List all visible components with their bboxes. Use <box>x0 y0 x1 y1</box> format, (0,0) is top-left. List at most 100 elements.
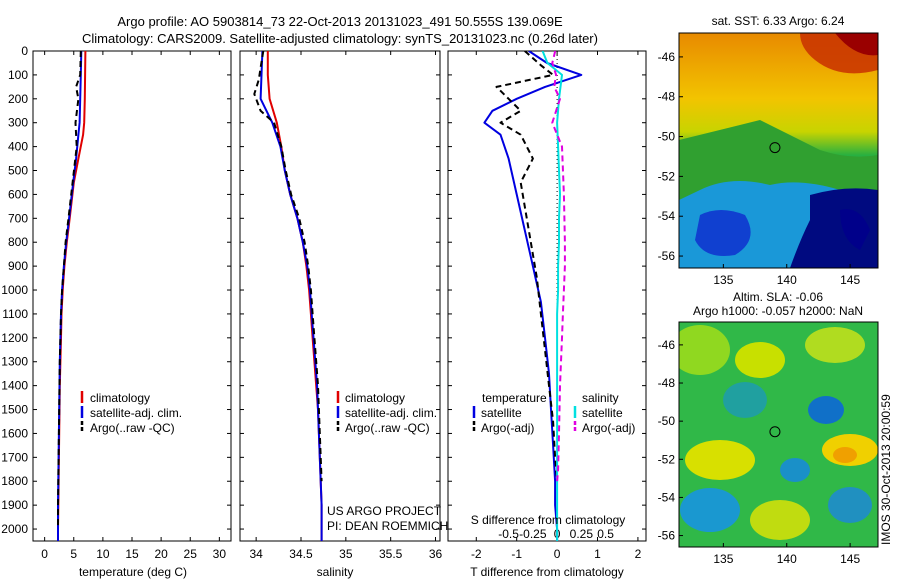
salinity-x-axis: 34 34.5 35 35.5 36 <box>249 51 443 561</box>
map-x-tick-label: 135 <box>713 273 733 287</box>
x2-tick-label: 0.5 <box>597 527 614 541</box>
legend-label-satellite: satellite-adj. clim. <box>90 406 182 420</box>
depth-tick-label: 800 <box>8 235 28 249</box>
depth-tick-label: 900 <box>8 259 28 273</box>
map-y-tick-label: -52 <box>658 169 676 183</box>
depth-tick-label: 500 <box>8 164 28 178</box>
x-tick-label: 5 <box>70 547 77 561</box>
map-x-tick-label: 135 <box>713 552 733 566</box>
legend-label-argo: Argo(..raw -QC) <box>90 421 175 435</box>
depth-tick-label: 200 <box>8 92 28 106</box>
x-tick-label: 30 <box>213 547 227 561</box>
map-y-tick-label: -56 <box>658 249 676 263</box>
depth-tick-label: 1000 <box>1 283 28 297</box>
depth-tick-label: 0 <box>21 44 28 58</box>
imos-stamp: IMOS 30-Oct-2013 20:00:59 <box>879 394 893 545</box>
salinity-axis-label: salinity <box>317 565 354 579</box>
temperature-series <box>57 51 87 541</box>
x-tick-label: -2 <box>471 547 482 561</box>
depth-tick-label: 1800 <box>1 474 28 488</box>
temperature-legend: climatology satellite-adj. clim. Argo(..… <box>80 391 182 435</box>
pi-label: PI: DEAN ROEMMICH <box>327 519 448 533</box>
t-difference-axis-label: T difference from climatology <box>470 565 624 579</box>
legend-label-climatology: climatology <box>90 391 150 405</box>
map-x-tick-label: 140 <box>777 273 797 287</box>
depth-axis: 0 100 200 300 400 500 600 700 800 900 1000 1100 1200… <box>1 44 646 536</box>
legend-label-satellite: satellite-adj. clim. <box>345 406 437 420</box>
s-difference-axis-label: S difference from climatology <box>471 513 626 527</box>
project-label: US ARGO PROJECT <box>327 504 442 518</box>
depth-tick-label: 700 <box>8 211 28 225</box>
series-line-argo-raw-qc- <box>57 51 82 529</box>
legend-label-s-satellite: satellite <box>582 406 623 420</box>
temperature-axis-label: temperature (deg C) <box>79 565 187 579</box>
depth-tick-label: 1300 <box>1 355 28 369</box>
sst-map-title: sat. SST: 6.33 Argo: 6.24 <box>712 14 845 28</box>
legend-label-climatology: climatology <box>345 391 405 405</box>
legend-label-argo: Argo(..raw -QC) <box>345 421 430 435</box>
series-line-climatology <box>266 51 323 541</box>
salinity-legend: climatology satellite-adj. clim. Argo(..… <box>336 391 437 435</box>
x2-tick-label: -0.25 <box>519 527 547 541</box>
map-x-tick-label: 145 <box>840 273 860 287</box>
map-y-tick-label: -46 <box>658 338 676 352</box>
series-line-satellite-adj-clim- <box>57 51 83 541</box>
x-tick-label: 25 <box>184 547 198 561</box>
sst-profile-marker <box>769 142 781 154</box>
depth-tick-label: 100 <box>8 68 28 82</box>
map-y-tick-label: -54 <box>658 209 676 223</box>
legend-title-temperature: temperature <box>482 391 547 405</box>
map-x-tick-label: 140 <box>777 552 797 566</box>
x-tick-label: 0 <box>41 547 48 561</box>
depth-tick-label: 300 <box>8 116 28 130</box>
x2-tick-label: 0.25 <box>570 527 594 541</box>
series-line-argo-raw-qc- <box>253 51 323 482</box>
x2-tick-label: -0.5 <box>498 527 519 541</box>
x-tick-label: 10 <box>96 547 110 561</box>
x-tick-label: 35.5 <box>379 547 403 561</box>
sst-map-frame <box>678 32 879 269</box>
temperature-x-axis: 0 5 10 15 20 25 30 <box>41 51 226 561</box>
series-line-salinity-argo-adj- <box>551 51 566 482</box>
map-y-tick-label: -50 <box>658 130 676 144</box>
figure-title-line1: Argo profile: AO 5903814_73 22-Oct-2013 … <box>117 14 563 29</box>
sst-map-axes: 135 140 145 -46 -48 -50 -52 -54 -56 <box>658 50 861 287</box>
depth-tick-label: 1400 <box>1 379 28 393</box>
difference-legend: temperature salinity satellite Argo(-adj… <box>472 391 635 435</box>
figure-title-line2: Climatology: CARS2009. Satellite-adjuste… <box>82 31 598 46</box>
map-y-tick-label: -50 <box>658 414 676 428</box>
sla-map-frame <box>678 321 879 548</box>
depth-tick-label: 1500 <box>1 403 28 417</box>
depth-tick-label: 1600 <box>1 426 28 440</box>
legend-label-t-argo: Argo(-adj) <box>481 421 534 435</box>
depth-tick-label: 1700 <box>1 450 28 464</box>
legend-title-salinity: salinity <box>582 391 619 405</box>
legend-label-t-satellite: satellite <box>481 406 522 420</box>
sla-map-title: Altim. SLA: -0.06 <box>733 290 823 304</box>
depth-tick-label: 600 <box>8 187 28 201</box>
sla-map-title2: Argo h1000: -0.057 h2000: NaN <box>693 304 863 318</box>
legend-label-s-argo: Argo(-adj) <box>582 421 635 435</box>
map-y-tick-label: -48 <box>658 90 676 104</box>
sla-map-axes: 135 140 145 -46 -48 -50 -52 -54 -56 <box>658 338 861 566</box>
map-y-tick-label: -56 <box>658 529 676 543</box>
series-line-temperature-argo-adj- <box>495 51 559 482</box>
x-tick-label: 15 <box>125 547 139 561</box>
difference-x-axis: -2 -1 0 1 2 <box>471 51 642 561</box>
sst-map <box>679 33 878 268</box>
salinity-plot-frame <box>239 50 441 542</box>
difference-series <box>483 51 583 541</box>
series-line-satellite-adj-clim- <box>259 51 323 541</box>
x-tick-label: 1 <box>594 547 601 561</box>
sla-profile-marker <box>769 426 781 438</box>
map-y-tick-label: -46 <box>658 50 676 64</box>
depth-tick-label: 1200 <box>1 331 28 345</box>
map-y-tick-label: -48 <box>658 376 676 390</box>
sla-map <box>679 322 878 547</box>
x-tick-label: 34.5 <box>289 547 313 561</box>
salinity-difference-x-axis: -0.5 -0.25 0 0.25 0.5 <box>498 527 614 541</box>
depth-tick-label: 1900 <box>1 498 28 512</box>
map-x-tick-label: 145 <box>840 552 860 566</box>
salinity-series <box>253 51 323 541</box>
